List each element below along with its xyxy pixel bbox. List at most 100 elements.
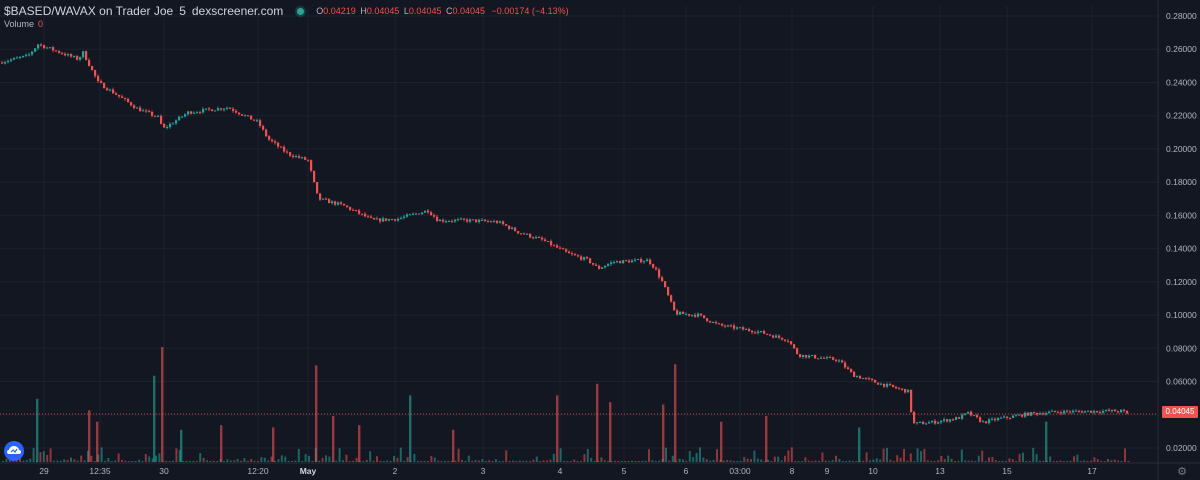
interval-label[interactable]: 5 [179, 4, 186, 18]
volume-bar [161, 347, 164, 462]
volume-bar [818, 461, 820, 462]
volume-bars [2, 347, 1130, 462]
candle-body [373, 217, 376, 220]
volume-bar [797, 460, 800, 462]
volume-bar [464, 460, 467, 462]
candle-body [523, 233, 526, 235]
volume-bar [940, 455, 943, 462]
volume-bar [532, 459, 535, 462]
volume-bar [96, 421, 99, 462]
candle-body [835, 359, 838, 361]
volume-bar [338, 448, 341, 462]
volume-bar [784, 455, 786, 462]
candle-body [1060, 412, 1063, 414]
dexscreener-logo-icon[interactable] [4, 441, 24, 461]
candle-body [1048, 411, 1051, 414]
candle-body [526, 233, 529, 235]
candle-body [1051, 410, 1054, 412]
volume-bar [596, 383, 599, 462]
volume-bar [155, 455, 157, 462]
volume-bar [620, 460, 623, 462]
candle-body [484, 219, 487, 222]
volume-bar [272, 427, 275, 462]
volume-bar [674, 364, 677, 462]
volume-bar [134, 460, 137, 462]
volume-bar [420, 461, 423, 462]
volume-bar [148, 456, 151, 462]
volume-bar [1076, 454, 1079, 462]
candle-body [1102, 410, 1105, 413]
candle-body [358, 210, 361, 214]
gear-icon[interactable]: ⚙ [1177, 466, 1187, 478]
candle-body [1111, 409, 1114, 412]
candle-body [697, 313, 700, 317]
candle-body [1000, 417, 1003, 419]
volume-bar [603, 460, 606, 462]
volume-bar [563, 460, 565, 462]
source-label: dexscreener.com [191, 4, 284, 18]
candle-body [499, 221, 502, 223]
volume-bar [416, 460, 419, 462]
candle-body [691, 314, 694, 316]
candle-body [619, 261, 622, 264]
candle-body [700, 313, 703, 316]
candle-body [928, 422, 931, 424]
candle-body [706, 318, 709, 322]
candle-body [268, 136, 271, 140]
volume-bar [780, 460, 783, 462]
volume-bar [437, 460, 440, 462]
candle-body [460, 218, 463, 220]
candle-body [751, 330, 754, 333]
volume-bar [141, 460, 144, 462]
candle-body [55, 50, 58, 52]
candle-body [157, 115, 160, 117]
candle-body [1126, 410, 1129, 414]
volume-bar [845, 460, 848, 462]
volume-bar [712, 459, 715, 462]
y-tick-label: 0.26000 [1166, 44, 1197, 54]
volume-bar [32, 447, 35, 462]
candle-body [46, 47, 49, 49]
volume-bar [457, 448, 460, 462]
candle-body [790, 341, 793, 345]
candle-body [256, 120, 259, 122]
candle-body [1123, 409, 1126, 411]
volume-bar [49, 448, 52, 462]
candle-body [643, 261, 646, 263]
volume-value: 0 [38, 19, 44, 29]
volume-bar [220, 425, 223, 462]
candle-body [1093, 410, 1096, 413]
volume-bar [654, 460, 657, 462]
low-value: 0.04045 [408, 6, 442, 16]
x-tick-label: 15 [1002, 466, 1012, 476]
volume-bar [770, 460, 773, 462]
candle-body [103, 82, 106, 89]
candle-body [346, 205, 349, 207]
volume-bar [345, 454, 348, 462]
volume-bar [195, 460, 198, 462]
volume-bar [389, 461, 392, 462]
symbol-title[interactable]: $BASED/WAVAX on Trader Joe [4, 4, 174, 18]
volume-bar [117, 453, 120, 462]
candle-body [121, 96, 124, 98]
candle-body [556, 245, 559, 248]
volume-bar [386, 460, 389, 462]
volume-bar [1008, 458, 1011, 462]
volume-bar [1018, 453, 1021, 462]
volume-bar [688, 451, 691, 462]
x-tick-label: 3 [481, 466, 486, 476]
candle-body [37, 44, 40, 49]
volume-bar [1049, 456, 1052, 462]
candle-body [865, 378, 868, 380]
candle-body [565, 249, 568, 252]
volume-bar [185, 460, 188, 462]
candle-body [133, 105, 136, 109]
volume-bar [720, 421, 723, 462]
candle-body [379, 218, 382, 222]
candle-body [478, 219, 481, 222]
volume-bar [433, 457, 436, 462]
chart-legend: $BASED/WAVAX on Trader Joe 5 dexscreener… [4, 3, 569, 19]
volume-bar [1022, 452, 1024, 462]
y-tick-label: 0.24000 [1166, 77, 1197, 87]
